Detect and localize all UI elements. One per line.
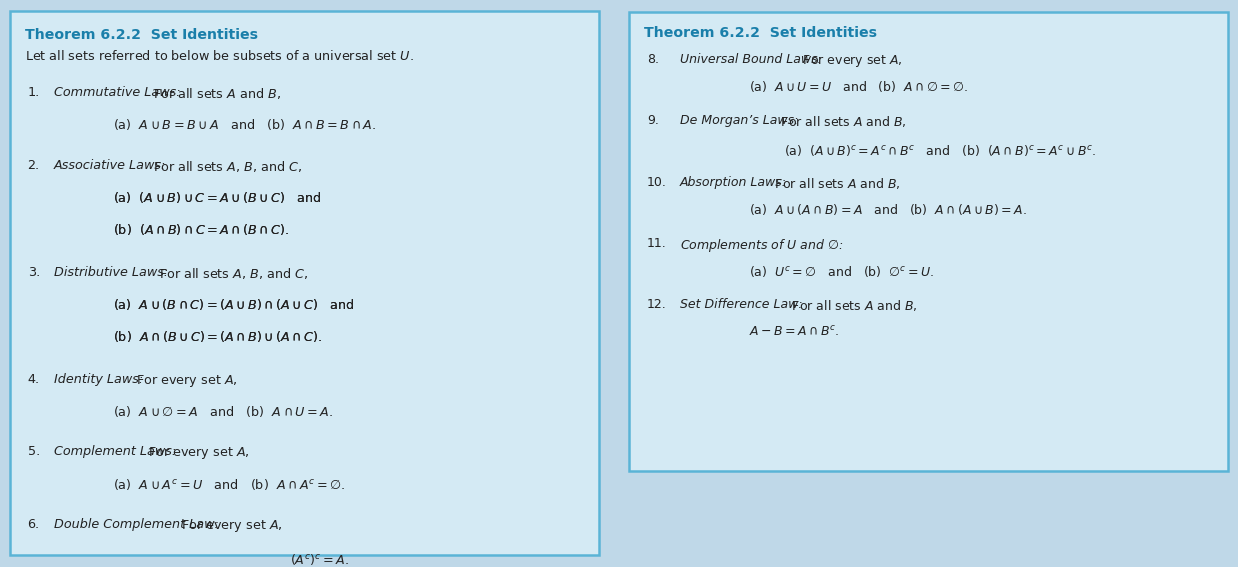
Text: (a)  $A \cup (A \cap B) = A$   and   (b)  $A \cap (A \cup B) = A$.: (a) $A \cup (A \cap B) = A$ and (b) $A \… — [749, 202, 1026, 217]
Text: For all sets $A$, $B$, and $C$,: For all sets $A$, $B$, and $C$, — [150, 159, 302, 174]
FancyBboxPatch shape — [10, 11, 599, 555]
FancyBboxPatch shape — [186, 543, 453, 567]
Text: Complement Laws:: Complement Laws: — [54, 445, 176, 458]
Text: (a)  $A \cup (B \cap C) = (A \cup B) \cap (A \cup C)$   and: (a) $A \cup (B \cap C) = (A \cup B) \cap… — [113, 297, 354, 312]
Text: Complements of $U$ and $\emptyset$:: Complements of $U$ and $\emptyset$: — [680, 237, 843, 254]
Text: 5.: 5. — [27, 445, 40, 458]
Text: (a)  $U^c = \emptyset$   and   (b)  $\emptyset^c = U$.: (a) $U^c = \emptyset$ and (b) $\emptyset… — [749, 264, 933, 278]
Text: Identity Laws:: Identity Laws: — [54, 373, 144, 386]
Text: Universal Bound Laws:: Universal Bound Laws: — [680, 53, 822, 66]
Text: (a)  $(A \cup B)^c = A^c \cap B^c$   and   (b)  $(A \cap B)^c = A^c \cup B^c$.: (a) $(A \cup B)^c = A^c \cap B^c$ and (b… — [785, 143, 1097, 158]
FancyBboxPatch shape — [733, 136, 1214, 166]
Text: Commutative Laws:: Commutative Laws: — [54, 86, 181, 99]
Text: Commutative Laws:: Commutative Laws: — [54, 86, 181, 99]
Text: (a)  $A \cup U = U$   and   (b)  $A \cap \emptyset = \emptyset$.: (a) $A \cup U = U$ and (b) $A \cap \empt… — [749, 79, 968, 94]
FancyBboxPatch shape — [97, 291, 586, 356]
Text: For all sets $A$ and $B$,: For all sets $A$ and $B$, — [789, 298, 917, 314]
Text: Set Difference Law:: Set Difference Law: — [680, 298, 802, 311]
Text: (b)  $A \cap (B \cup C) = (A \cap B) \cup (A \cap C)$.: (b) $A \cap (B \cup C) = (A \cap B) \cup… — [113, 328, 322, 344]
Text: (b)  $(A \cap B) \cap C = A \cap (B \cap C)$.: (b) $(A \cap B) \cap C = A \cap (B \cap … — [113, 222, 290, 236]
Text: Associative Laws:: Associative Laws: — [54, 159, 166, 172]
Text: De Morgan’s Laws:: De Morgan’s Laws: — [680, 114, 799, 127]
Text: For every set $A$,: For every set $A$, — [177, 518, 284, 534]
Text: (a)  $A \cup A^c = U$   and   (b)  $A \cap A^c = \emptyset$.: (a) $A \cup A^c = U$ and (b) $A \cap A^c… — [113, 477, 345, 492]
Text: (a)  $A \cup B = B \cup A$   and   (b)  $A \cap B = B \cap A$.: (a) $A \cup B = B \cup A$ and (b) $A \ca… — [113, 117, 376, 132]
Text: For every set $A$,: For every set $A$, — [800, 53, 903, 69]
Text: 3.: 3. — [27, 265, 40, 278]
Text: (b)  $A \cap (B \cup C) = (A \cap B) \cup (A \cap C)$.: (b) $A \cap (B \cup C) = (A \cap B) \cup… — [113, 328, 322, 344]
Text: For all sets $A$ and $B$,: For all sets $A$ and $B$, — [150, 86, 281, 101]
Text: For all sets $A$ and $B$,: For all sets $A$ and $B$, — [776, 114, 906, 129]
Text: 11.: 11. — [647, 237, 666, 250]
Text: 4.: 4. — [27, 373, 40, 386]
Text: $A - B = A \cap B^c$.: $A - B = A \cap B^c$. — [749, 325, 839, 339]
Text: Identity Laws:: Identity Laws: — [54, 373, 144, 386]
Text: (a)  $A \cup \emptyset = A$   and   (b)  $A \cap U = A$.: (a) $A \cup \emptyset = A$ and (b) $A \c… — [113, 404, 333, 419]
Text: 9.: 9. — [647, 114, 659, 127]
Text: Universal Bound Laws:: Universal Bound Laws: — [680, 53, 822, 66]
Text: 1.: 1. — [27, 86, 40, 99]
Text: 12.: 12. — [647, 298, 666, 311]
Text: 8.: 8. — [647, 53, 659, 66]
Text: 10.: 10. — [647, 176, 667, 189]
Text: 2.: 2. — [27, 159, 40, 172]
FancyBboxPatch shape — [629, 12, 1228, 471]
Text: Complement Laws:: Complement Laws: — [54, 445, 176, 458]
Text: For every set $A$,: For every set $A$, — [132, 373, 238, 388]
FancyBboxPatch shape — [97, 185, 586, 249]
Text: Absorption Laws:: Absorption Laws: — [680, 176, 787, 189]
Text: Distributive Laws:: Distributive Laws: — [54, 265, 168, 278]
Text: For every set $A$,: For every set $A$, — [144, 445, 249, 462]
Text: Theorem 6.2.2  Set Identities: Theorem 6.2.2 Set Identities — [25, 28, 258, 41]
Text: (a)  $(A \cup B) \cup C = A \cup (B \cup C)$   and: (a) $(A \cup B) \cup C = A \cup (B \cup … — [113, 190, 322, 205]
Text: For all sets $A$ and $B$,: For all sets $A$ and $B$, — [771, 176, 900, 191]
Text: De Morgan’s Laws:: De Morgan’s Laws: — [680, 114, 799, 127]
Text: Distributive Laws:: Distributive Laws: — [54, 265, 168, 278]
Text: $(A^c)^c = A$.: $(A^c)^c = A$. — [290, 552, 349, 567]
Text: Associative Laws:: Associative Laws: — [54, 159, 166, 172]
Text: (b)  $(A \cap B) \cap C = A \cap (B \cap C)$.: (b) $(A \cap B) \cap C = A \cap (B \cap … — [113, 222, 290, 236]
Text: For all sets $A$, $B$, and $C$,: For all sets $A$, $B$, and $C$, — [155, 265, 308, 281]
Text: Double Complement Law:: Double Complement Law: — [54, 518, 219, 531]
Text: Absorption Laws:: Absorption Laws: — [680, 176, 787, 189]
Text: Double Complement Law:: Double Complement Law: — [54, 518, 219, 531]
Text: Theorem 6.2.2  Set Identities: Theorem 6.2.2 Set Identities — [644, 26, 877, 40]
Text: (a)  $(A \cup B) \cup C = A \cup (B \cup C)$   and: (a) $(A \cup B) \cup C = A \cup (B \cup … — [113, 190, 322, 205]
Text: (a)  $A \cup (B \cap C) = (A \cup B) \cap (A \cup C)$   and: (a) $A \cup (B \cap C) = (A \cup B) \cap… — [113, 297, 354, 312]
Text: Set Difference Law:: Set Difference Law: — [680, 298, 802, 311]
Text: 6.: 6. — [27, 518, 40, 531]
Text: Let all sets referred to below be subsets of a universal set $U$.: Let all sets referred to below be subset… — [25, 49, 413, 64]
